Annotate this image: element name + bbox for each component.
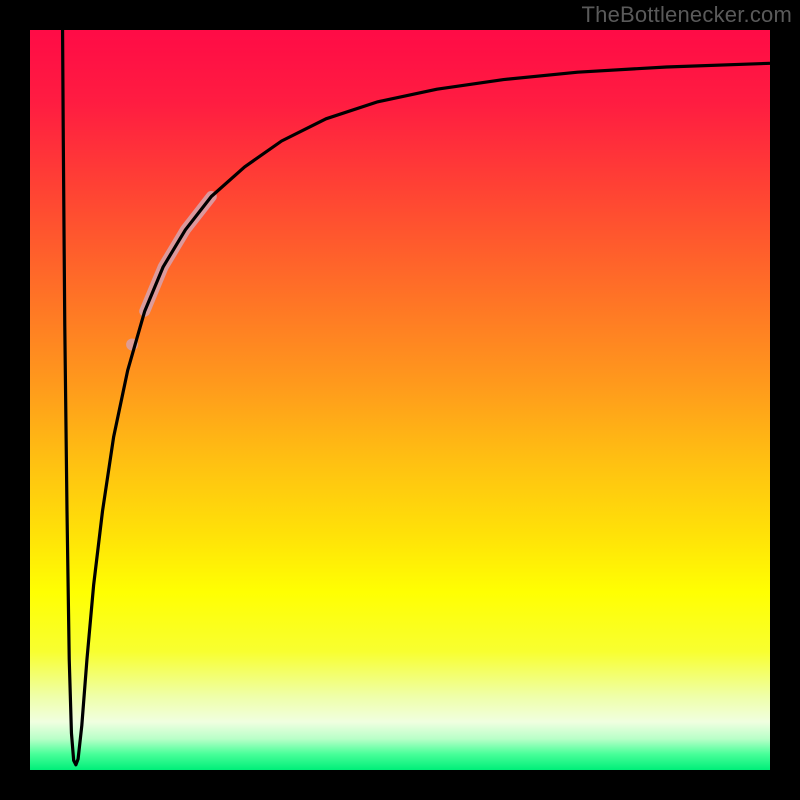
chart-container: TheBottlenecker.com [0, 0, 800, 800]
watermark-text: TheBottlenecker.com [582, 2, 792, 28]
chart-background [30, 30, 770, 770]
bottleneck-curve-chart [0, 0, 800, 800]
